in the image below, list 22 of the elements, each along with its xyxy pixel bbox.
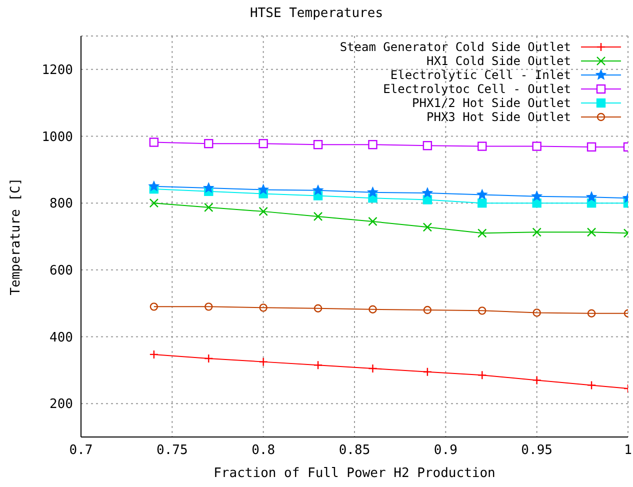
chart-title: HTSE Temperatures — [248, 6, 384, 21]
y-tick-label: 600 — [50, 264, 73, 279]
y-tick-label: 1200 — [42, 63, 73, 78]
legend-label: PHX3 Hot Side Outlet — [426, 110, 571, 124]
legend-label: Electrolytoc Cell - Outlet — [383, 82, 571, 96]
y-axis-title: Temperature [C] — [8, 178, 24, 296]
x-axis-title: Fraction of Full Power H2 Production — [214, 466, 496, 481]
legend-label: Steam Generator Cold Side Outlet — [340, 40, 571, 54]
y-tick-label: 1000 — [42, 130, 73, 145]
x-tick-label: 0.7 — [69, 443, 93, 458]
legend-label: Electrolytic Cell - Inlet — [390, 68, 571, 82]
legend-label: HX1 Cold Side Outlet — [426, 54, 571, 68]
y-tick-label: 400 — [50, 330, 73, 346]
x-tick-label: 0.95 — [521, 443, 552, 458]
x-tick-label: 1 — [624, 443, 632, 458]
x-tick-label: 0.8 — [252, 443, 276, 458]
x-tick-label: 0.75 — [156, 443, 188, 458]
y-tick-label: 200 — [50, 397, 73, 412]
legend-label: PHX1/2 Hot Side Outlet — [412, 96, 571, 110]
x-tick-label: 0.9 — [434, 443, 458, 458]
y-tick-label: 800 — [50, 196, 73, 212]
x-tick-label: 0.85 — [338, 443, 370, 458]
